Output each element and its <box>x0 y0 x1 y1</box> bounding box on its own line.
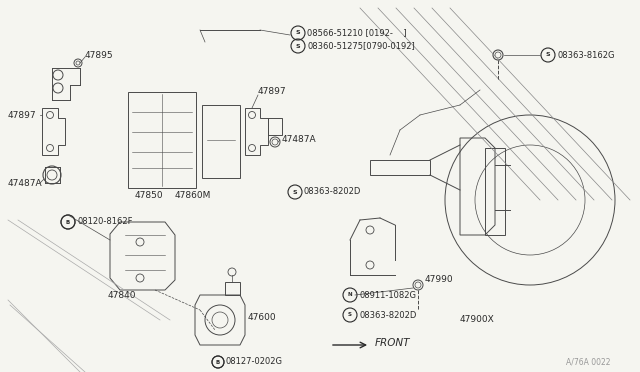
Text: 08566-51210 [0192-    ]: 08566-51210 [0192- ] <box>307 29 406 38</box>
Text: S: S <box>546 52 550 58</box>
Text: 47897: 47897 <box>8 110 36 119</box>
Text: 47487A: 47487A <box>282 135 317 144</box>
Text: 08363-8202D: 08363-8202D <box>304 187 362 196</box>
Text: B: B <box>216 359 220 365</box>
Text: S: S <box>296 44 300 48</box>
Text: 47840: 47840 <box>108 291 136 299</box>
Text: 47895: 47895 <box>85 51 114 60</box>
Text: FRONT: FRONT <box>375 338 410 348</box>
Text: 47990: 47990 <box>425 276 454 285</box>
Text: 08120-8162F: 08120-8162F <box>77 218 132 227</box>
Text: S: S <box>296 31 300 35</box>
Text: 08911-1082G: 08911-1082G <box>359 291 416 299</box>
Text: 47487A: 47487A <box>8 179 43 187</box>
Text: S: S <box>292 189 298 195</box>
Text: 08363-8202D: 08363-8202D <box>359 311 417 320</box>
Text: 47897: 47897 <box>258 87 287 96</box>
Text: N: N <box>348 292 352 298</box>
Text: 47600: 47600 <box>248 314 276 323</box>
Text: B: B <box>66 219 70 224</box>
Text: 08127-0202G: 08127-0202G <box>226 357 283 366</box>
Text: 47860M: 47860M <box>175 190 211 199</box>
Text: S: S <box>348 312 352 317</box>
Text: 08360-51275[0790-0192]: 08360-51275[0790-0192] <box>307 42 415 51</box>
Text: A/76A 0022: A/76A 0022 <box>566 357 610 366</box>
Text: 47850: 47850 <box>135 190 164 199</box>
Text: 08363-8162G: 08363-8162G <box>557 51 614 60</box>
Text: 47900X: 47900X <box>460 315 495 324</box>
